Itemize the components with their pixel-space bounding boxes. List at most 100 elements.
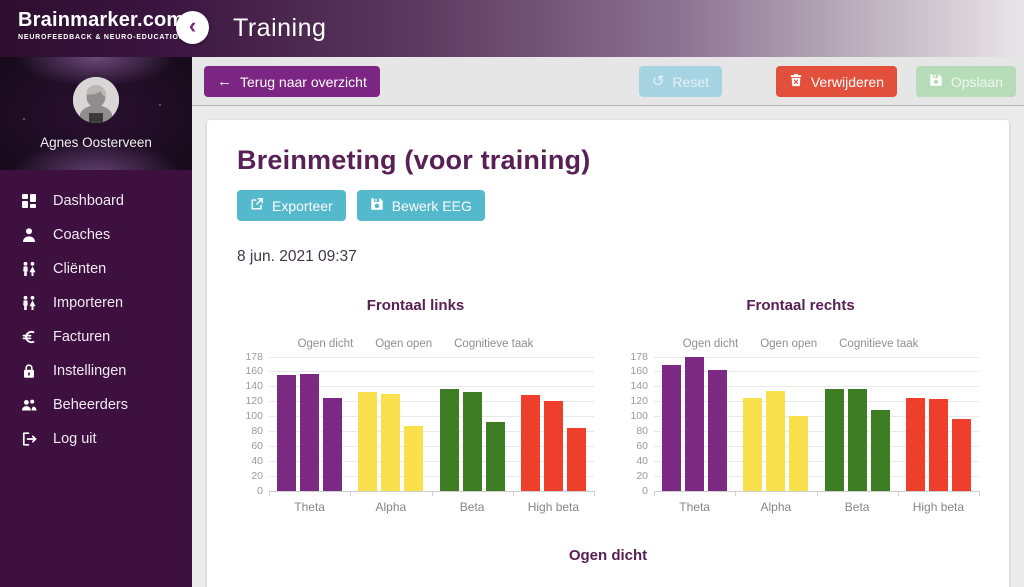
chart-frontaal-links: Frontaal links Ogen dicht Ogen open Cognit… <box>237 297 595 514</box>
sidebar-item-cli-nten[interactable]: Cliënten <box>0 252 192 286</box>
x-axis-tick <box>431 491 433 496</box>
bar-theta-ogen-open <box>685 357 705 491</box>
plot-wrapper: 0 20 40 60 80 100 120 140 160 178 Theta Alpha Beta H… <box>622 352 980 514</box>
sidebar-item-beheerders[interactable]: Beheerders <box>0 388 192 422</box>
sidebar-item-importeren[interactable]: Importeren <box>0 286 192 320</box>
x-category-label: High beta <box>912 500 965 514</box>
profile-panel: Agnes Oosterveen <box>0 57 192 170</box>
gridline-60 <box>269 445 594 447</box>
edit-eeg-button[interactable]: Bewerk EEG <box>356 190 485 221</box>
logout-icon <box>20 430 38 448</box>
delete-button[interactable]: Verwijderen <box>775 66 897 97</box>
bar-beta-ogen-dicht <box>439 389 459 491</box>
x-axis-tick <box>594 491 595 496</box>
plot-wrapper: 0 20 40 60 80 100 120 140 160 178 Theta Alpha Beta H… <box>237 352 595 514</box>
gridline-120 <box>269 400 594 402</box>
bar-alpha-cognitieve-taak <box>789 415 809 491</box>
x-category-label: Beta <box>459 500 485 514</box>
bar-beta-ogen-open <box>462 392 482 491</box>
x-axis-tick <box>735 491 737 496</box>
bar-high-beta-ogen-dicht <box>905 397 925 491</box>
export-button[interactable]: Exporteer <box>237 190 346 221</box>
legend-item: Cognitieve taak <box>839 338 919 350</box>
trash-icon <box>789 73 803 90</box>
sidebar-item-label: Instellingen <box>53 363 127 379</box>
gridline-20 <box>654 475 979 477</box>
gridline-20 <box>269 475 594 477</box>
euro-icon <box>20 328 38 346</box>
chart-frontaal-rechts: Frontaal rechts Ogen dicht Ogen open Cogni… <box>622 297 980 514</box>
gridline-40 <box>654 460 979 462</box>
x-axis-labels: Theta Alpha Beta High beta <box>269 500 594 514</box>
gridline-80 <box>654 430 979 432</box>
sidebar-item-label: Facturen <box>53 329 111 345</box>
sidebar-item-log-uit[interactable]: Log uit <box>0 422 192 456</box>
bar-alpha-cognitieve-taak <box>404 425 424 491</box>
y-tick-label: 140 <box>245 379 263 392</box>
bar-theta-ogen-open <box>300 374 320 491</box>
gridline-120 <box>654 400 979 402</box>
sidebar-item-facturen[interactable]: Facturen <box>0 320 192 354</box>
sidebar-item-dashboard[interactable]: Dashboard <box>0 184 192 218</box>
person-icon <box>20 226 38 244</box>
y-tick-label: 178 <box>630 351 648 363</box>
x-axis-tick <box>350 491 352 496</box>
brand-tagline: NEUROFEEDBACK & NEURO-EDUCATION <box>18 34 185 41</box>
top-bar: Brainmarker.com NEUROFEEDBACK & NEURO-ED… <box>0 0 1024 57</box>
x-category-label: Theta <box>294 500 325 514</box>
edit-eeg-label: Bewerk EEG <box>391 197 472 214</box>
back-to-overview-button[interactable]: ← Terug naar overzicht <box>204 66 380 97</box>
y-tick-label: 80 <box>251 424 263 437</box>
legend-item: Ogen dicht <box>297 338 354 350</box>
sidebar: Agnes Oosterveen Dashboard Coaches Cliënte… <box>0 57 192 587</box>
x-category-label: Beta <box>844 500 870 514</box>
chart-legend: Ogen dicht Ogen open Cognitieve taak <box>237 338 594 350</box>
bar-group-beta <box>432 357 513 491</box>
y-tick-label: 60 <box>636 439 648 452</box>
bar-group-theta <box>654 357 735 491</box>
bar-alpha-ogen-open <box>381 393 401 491</box>
sidebar-item-instellingen[interactable]: Instellingen <box>0 354 192 388</box>
toolbar: ← Terug naar overzicht ↺ Reset Verwijder… <box>192 57 1024 106</box>
x-axis-labels: Theta Alpha Beta High beta <box>654 500 979 514</box>
main-content: Breinmeting (voor training) Exporteer <box>192 106 1024 587</box>
user-name: Agnes Oosterveen <box>40 135 152 150</box>
charts-row: Frontaal links Ogen dicht Ogen open Cognit… <box>237 297 980 514</box>
x-axis-tick <box>269 491 270 496</box>
bar-high-beta-ogen-dicht <box>520 395 540 491</box>
export-icon <box>250 197 264 214</box>
y-tick-label: 0 <box>642 485 648 497</box>
legend-item: Ogen dicht <box>682 338 739 350</box>
gridline-100 <box>654 415 979 417</box>
gridline-140 <box>654 385 979 387</box>
sidebar-item-label: Coaches <box>53 227 111 243</box>
bar-group-high-beta <box>513 357 594 491</box>
y-tick-label: 0 <box>257 485 263 497</box>
collapse-sidebar-button[interactable]: ‹ <box>176 11 209 44</box>
group-icon <box>20 396 38 414</box>
delete-label: Verwijderen <box>810 73 884 90</box>
bar-theta-ogen-dicht <box>277 375 297 491</box>
brand-logo: Brainmarker.com NEUROFEEDBACK & NEURO-ED… <box>18 9 185 41</box>
avatar[interactable] <box>73 77 119 123</box>
bar-groups <box>654 357 979 491</box>
card-actions: Exporteer Bewerk EEG <box>237 190 979 221</box>
x-category-label: High beta <box>527 500 580 514</box>
x-axis-tick <box>979 491 980 496</box>
reset-button[interactable]: ↺ Reset <box>638 66 722 97</box>
bar-alpha-ogen-dicht <box>358 392 378 491</box>
bar-alpha-ogen-dicht <box>743 397 763 491</box>
sidebar-item-coaches[interactable]: Coaches <box>0 218 192 252</box>
y-tick-label: 160 <box>630 364 648 377</box>
y-tick-label: 40 <box>636 454 648 467</box>
bar-beta-ogen-open <box>847 389 867 491</box>
bar-group-high-beta <box>898 357 979 491</box>
gridline-160 <box>654 370 979 372</box>
y-tick-label: 160 <box>245 364 263 377</box>
save-button[interactable]: Opslaan <box>915 66 1016 97</box>
legend-item: Ogen open <box>760 338 818 350</box>
y-tick-label: 100 <box>630 409 648 422</box>
back-to-overview-label: Terug naar overzicht <box>240 73 367 90</box>
x-axis-tick <box>897 491 899 496</box>
bar-theta-ogen-dicht <box>662 364 682 491</box>
